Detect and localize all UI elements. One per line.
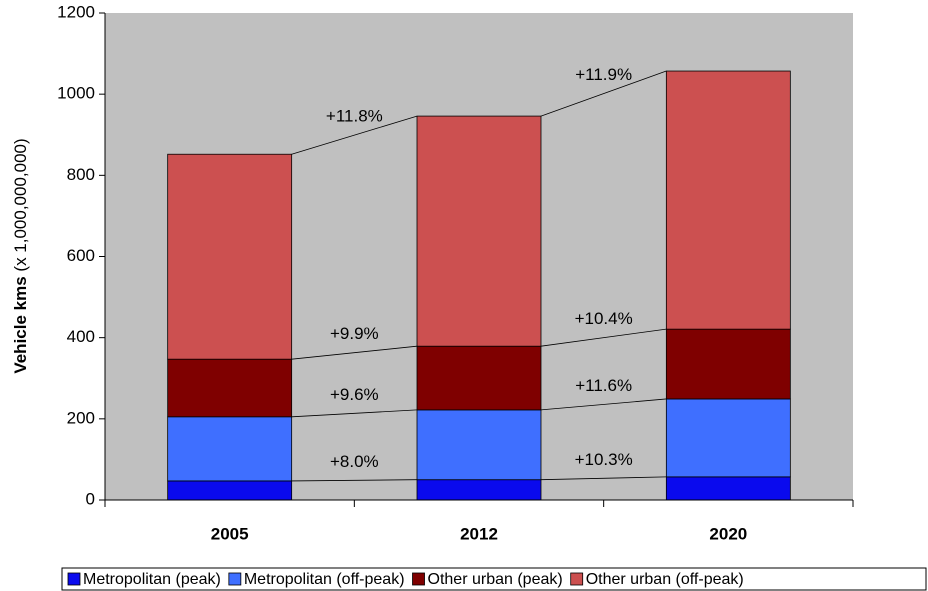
bar-segment: [416, 115, 542, 347]
legend-swatch: [412, 572, 425, 586]
growth-label: +9.9%: [330, 324, 379, 343]
bar-segment: [416, 479, 542, 501]
legend-swatch: [228, 572, 242, 586]
growth-label: +8.0%: [330, 452, 379, 471]
growth-label: +11.6%: [575, 376, 632, 395]
connector: [540, 398, 667, 411]
legend-label: Other urban (peak): [428, 571, 563, 588]
connector: [291, 479, 418, 482]
growth-label: +10.4%: [575, 309, 633, 328]
legend-box: [61, 567, 927, 591]
legend: Metropolitan (peak) Metropolitan (off-pea…: [61, 567, 927, 591]
y-tick-label: 0: [86, 489, 95, 508]
y-tick-label: 1000: [57, 84, 95, 103]
y-axis-label-main: Vehicle kms: [11, 276, 30, 373]
x-tick-label: 2005: [211, 524, 249, 543]
connector: [540, 70, 667, 117]
bar-segment: [665, 328, 791, 400]
y-axis-label: Vehicle kms (x 1,000,000,000): [11, 138, 30, 373]
connector: [291, 115, 418, 155]
legend-label: Other urban (off-peak): [586, 571, 744, 588]
bar-segment: [167, 480, 293, 501]
growth-label: +10.3%: [575, 450, 633, 469]
growth-label: +9.6%: [330, 385, 379, 404]
bar-segment: [167, 358, 293, 418]
legend-label: Metropolitan (peak): [83, 571, 221, 588]
bar-segment: [167, 153, 293, 360]
legend-label: Metropolitan (off-peak): [244, 571, 405, 588]
y-tick-label: 200: [67, 408, 95, 427]
y-tick-label: 600: [67, 246, 95, 265]
growth-label: +11.8%: [326, 107, 383, 126]
legend-swatch: [67, 572, 81, 586]
bar-segment: [167, 416, 293, 482]
y-tick-label: 800: [67, 165, 95, 184]
legend-swatch: [570, 572, 584, 586]
connector: [540, 476, 667, 481]
y-tick-label: 1200: [57, 2, 95, 21]
y-tick-label: 400: [67, 327, 95, 346]
bar-segment: [416, 409, 542, 481]
connector: [291, 345, 418, 360]
bar-segment: [665, 476, 791, 501]
growth-label: +11.9%: [575, 65, 632, 84]
x-tick-label: 2020: [709, 524, 747, 543]
bar-segment: [665, 398, 791, 478]
y-axis-label-unit: (x 1,000,000,000): [11, 138, 30, 271]
x-tick-label: 2012: [460, 524, 498, 543]
connector: [540, 328, 667, 347]
bar-segment: [416, 345, 542, 411]
bar-segment: [665, 70, 791, 330]
connector: [291, 409, 418, 418]
